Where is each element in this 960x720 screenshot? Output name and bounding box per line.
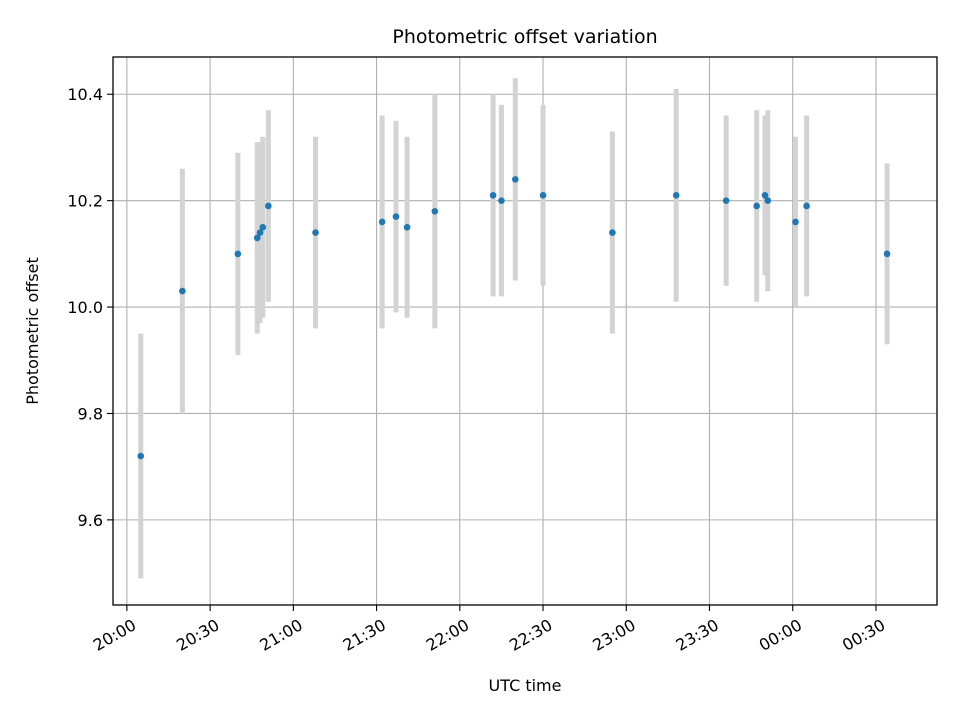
- plot-frame: [112, 56, 938, 606]
- x-tick-label: 00:00: [756, 615, 805, 655]
- x-tick-label: 23:00: [589, 615, 638, 655]
- data-point: [883, 250, 891, 258]
- data-point: [234, 250, 242, 258]
- y-tick-label: 9.8: [78, 404, 103, 423]
- data-point: [753, 202, 760, 210]
- x-axis-title: UTC time: [489, 676, 562, 695]
- data-point: [253, 234, 261, 242]
- x-tick-label: 00:30: [839, 615, 888, 655]
- data-point: [137, 452, 145, 460]
- data-point: [498, 197, 505, 204]
- data-point: [511, 176, 519, 183]
- data-point: [312, 229, 319, 236]
- data-point: [392, 213, 400, 220]
- data-point: [403, 223, 411, 231]
- y-axis-title: Photometric offset: [23, 257, 42, 405]
- x-tick-label: 21:00: [256, 615, 305, 655]
- data-point: [265, 202, 272, 210]
- data-point: [803, 202, 810, 210]
- x-tick-label: 22:00: [423, 615, 472, 655]
- data-point: [179, 287, 186, 295]
- data-point: [761, 192, 769, 199]
- error-bars: [138, 78, 890, 579]
- data-point: [764, 197, 772, 204]
- data-point: [256, 229, 264, 236]
- data-points: [137, 176, 891, 460]
- data-point: [259, 223, 267, 231]
- y-tick-label: 10.0: [67, 298, 103, 317]
- x-tick-label: 20:30: [173, 615, 222, 655]
- x-tick-label: 22:30: [506, 615, 555, 655]
- data-point: [539, 192, 547, 199]
- data-point: [792, 218, 799, 226]
- x-tick-label: 23:30: [673, 615, 722, 655]
- data-point: [609, 229, 616, 236]
- data-point: [431, 207, 439, 215]
- data-point: [672, 192, 680, 199]
- x-tick-label: 20:00: [90, 615, 139, 655]
- data-point: [489, 192, 497, 199]
- x-tick-label: 21:30: [340, 615, 389, 655]
- data-point: [378, 218, 386, 226]
- chart-title: Photometric offset variation: [392, 26, 657, 48]
- y-tick-label: 9.6: [78, 511, 103, 530]
- data-point: [722, 197, 730, 204]
- y-tick-label: 10.2: [67, 192, 103, 211]
- y-tick-label: 10.4: [67, 85, 103, 104]
